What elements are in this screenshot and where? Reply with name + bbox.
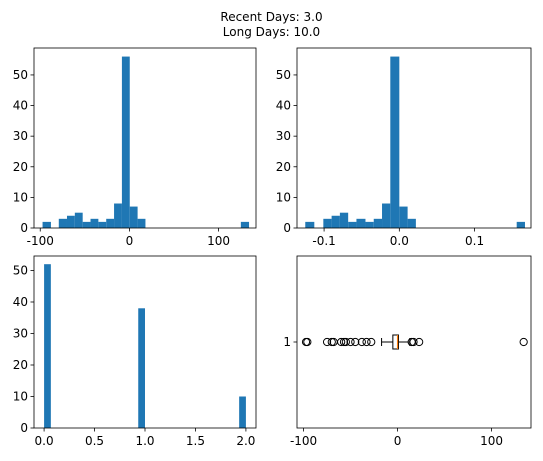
y-tick-label: 0 <box>283 221 291 235</box>
subplot-2: 0 10 20 30 40 50 -0.1 0.0 0.1 <box>276 47 532 248</box>
box-flier <box>351 337 360 347</box>
x-tick-label: 100 <box>207 234 230 248</box>
x-tick-label: 0 <box>394 434 402 448</box>
y-tick-label: 20 <box>276 160 291 174</box>
y-tick-label: 40 <box>276 99 291 113</box>
y-tick-label: 20 <box>13 358 28 372</box>
histogram-bar <box>365 221 374 228</box>
x-tick-label: 0.5 <box>85 434 104 448</box>
histogram-bar <box>44 264 51 428</box>
suptitle-line-1: Recent Days: 3.0 <box>220 10 322 24</box>
histogram-bar <box>399 206 408 228</box>
box-flier <box>409 337 418 347</box>
x-tick-label: -100 <box>27 234 54 248</box>
subplot-4: 1 -100 0 100 <box>283 255 532 448</box>
histogram-bar <box>129 206 138 228</box>
x-tick-label: 1.0 <box>135 434 154 448</box>
y-tick-label: 40 <box>13 295 28 309</box>
x-tick-label: 1.5 <box>186 434 205 448</box>
box-flier <box>367 337 376 347</box>
box-flier <box>415 337 424 347</box>
histogram-bar <box>42 221 51 228</box>
x-tick-label: -100 <box>290 434 317 448</box>
histogram-bar <box>516 221 525 228</box>
histogram-bar <box>240 221 250 228</box>
x-tick-label: 2.0 <box>236 434 255 448</box>
histogram-bar <box>239 396 246 428</box>
y-tick-label: 30 <box>13 129 28 143</box>
y-tick-label: 30 <box>276 129 291 143</box>
x-tick-label: 100 <box>480 434 503 448</box>
y-tick-label: 10 <box>13 190 28 204</box>
axes-frame <box>33 47 257 229</box>
histogram-bar <box>331 215 340 228</box>
histogram-bar <box>373 218 383 228</box>
histogram-bar <box>323 218 332 228</box>
y-tick-label: 20 <box>13 160 28 174</box>
histogram-bar <box>58 218 67 228</box>
box-flier <box>362 337 371 347</box>
histogram-bar <box>90 218 99 228</box>
histogram-bar <box>98 221 107 228</box>
histogram-bar <box>121 56 130 229</box>
x-tick-label: 0.0 <box>35 434 54 448</box>
histogram-bar <box>390 56 400 229</box>
suptitle-line-2: Long Days: 10.0 <box>223 25 320 39</box>
y-tick-label: 50 <box>276 68 291 82</box>
histogram-bar <box>106 218 115 228</box>
box-flier <box>322 337 332 347</box>
axes-frame <box>296 255 532 429</box>
x-tick-label: 0.1 <box>465 234 484 248</box>
box-flier <box>519 337 528 347</box>
x-tick-label: 0.0 <box>390 234 409 248</box>
y-tick-label: 50 <box>13 68 28 82</box>
y-tick-label: 0 <box>20 421 28 435</box>
box-flier <box>341 337 350 347</box>
x-tick-label: -0.1 <box>312 234 335 248</box>
histogram-bar <box>74 212 83 228</box>
box-iqr <box>392 334 399 350</box>
box-flier <box>303 337 312 347</box>
histogram-bar <box>137 218 146 228</box>
histogram-bar <box>339 212 349 228</box>
axes-frame <box>296 47 532 229</box>
box-flier <box>357 337 366 347</box>
box-flier <box>337 337 346 347</box>
axes-frame <box>33 255 257 429</box>
y-tick-label: 30 <box>13 326 28 340</box>
histogram-bar <box>356 218 366 228</box>
histogram-bar <box>407 218 416 228</box>
subplot-3: 0 10 20 30 40 50 0.0 0.5 1.0 1.5 2.0 <box>13 255 257 448</box>
histogram-bar <box>66 215 75 228</box>
y-tick-label: 0 <box>20 221 28 235</box>
histogram-bar <box>348 221 357 228</box>
y-tick-label: 10 <box>13 389 28 403</box>
box-flier <box>346 337 355 347</box>
x-tick-label: 0 <box>126 234 134 248</box>
histogram-bar <box>138 308 145 428</box>
histogram-bar <box>382 203 391 228</box>
y-tick-label: 50 <box>13 263 28 277</box>
histogram-bar <box>82 221 91 228</box>
histogram-bar <box>305 221 315 228</box>
histogram-bar <box>114 203 122 228</box>
y-tick-label: 10 <box>276 190 291 204</box>
y-tick-label: 1 <box>283 335 291 349</box>
y-tick-label: 40 <box>13 99 28 113</box>
